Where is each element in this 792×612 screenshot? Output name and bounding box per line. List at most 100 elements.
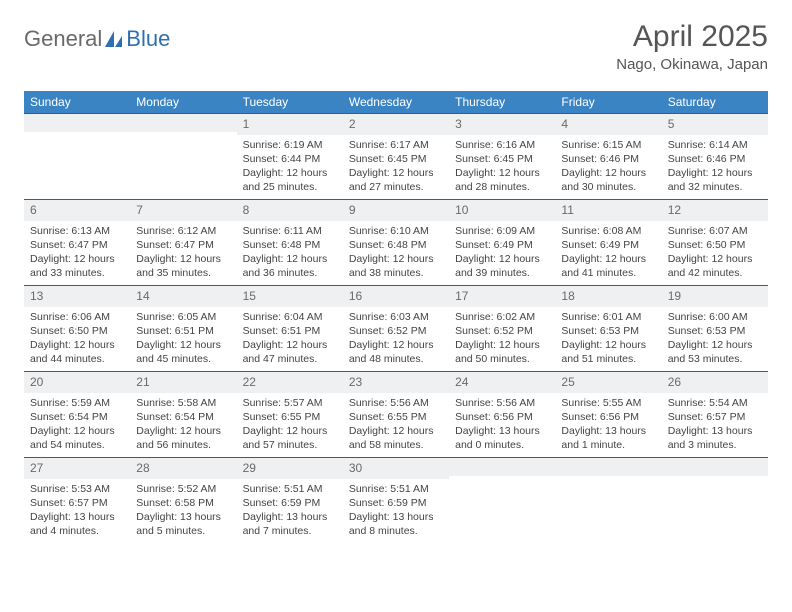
day-number [662,458,768,476]
day-number [449,458,555,476]
calendar-cell [555,458,661,544]
day-number: 6 [24,200,130,221]
day-number: 12 [662,200,768,221]
sunrise-text: Sunrise: 5:51 AM [349,482,443,496]
daylight-text: Daylight: 12 hours and 36 minutes. [243,252,337,280]
day-details: Sunrise: 5:51 AMSunset: 6:59 PMDaylight:… [237,479,343,543]
calendar-cell: 30Sunrise: 5:51 AMSunset: 6:59 PMDayligh… [343,458,449,544]
day-details: Sunrise: 6:08 AMSunset: 6:49 PMDaylight:… [555,221,661,285]
daylight-text: Daylight: 13 hours and 4 minutes. [30,510,124,538]
sunset-text: Sunset: 6:58 PM [136,496,230,510]
sunrise-text: Sunrise: 5:59 AM [30,396,124,410]
daylight-text: Daylight: 13 hours and 3 minutes. [668,424,762,452]
daylight-text: Daylight: 13 hours and 1 minute. [561,424,655,452]
daylight-text: Daylight: 12 hours and 39 minutes. [455,252,549,280]
calendar-cell: 1Sunrise: 6:19 AMSunset: 6:44 PMDaylight… [237,114,343,200]
day-details: Sunrise: 6:01 AMSunset: 6:53 PMDaylight:… [555,307,661,371]
sunset-text: Sunset: 6:48 PM [243,238,337,252]
day-number: 13 [24,286,130,307]
day-details: Sunrise: 6:12 AMSunset: 6:47 PMDaylight:… [130,221,236,285]
sunset-text: Sunset: 6:50 PM [30,324,124,338]
calendar-cell [449,458,555,544]
sunset-text: Sunset: 6:59 PM [243,496,337,510]
sunset-text: Sunset: 6:51 PM [136,324,230,338]
day-details: Sunrise: 6:02 AMSunset: 6:52 PMDaylight:… [449,307,555,371]
daylight-text: Daylight: 12 hours and 48 minutes. [349,338,443,366]
daylight-text: Daylight: 12 hours and 27 minutes. [349,166,443,194]
sunset-text: Sunset: 6:57 PM [668,410,762,424]
brand-text-general: General [24,26,102,52]
day-number: 1 [237,114,343,135]
day-details: Sunrise: 5:59 AMSunset: 6:54 PMDaylight:… [24,393,130,457]
sunset-text: Sunset: 6:59 PM [349,496,443,510]
sunrise-text: Sunrise: 6:17 AM [349,138,443,152]
sunrise-text: Sunrise: 6:13 AM [30,224,124,238]
daylight-text: Daylight: 12 hours and 53 minutes. [668,338,762,366]
sunrise-text: Sunrise: 6:11 AM [243,224,337,238]
calendar-cell [130,114,236,200]
calendar-cell [662,458,768,544]
day-number: 2 [343,114,449,135]
sunset-text: Sunset: 6:56 PM [561,410,655,424]
day-number: 27 [24,458,130,479]
day-number: 30 [343,458,449,479]
sunset-text: Sunset: 6:51 PM [243,324,337,338]
sunset-text: Sunset: 6:44 PM [243,152,337,166]
day-number: 20 [24,372,130,393]
sunrise-text: Sunrise: 6:08 AM [561,224,655,238]
sunset-text: Sunset: 6:54 PM [30,410,124,424]
sunrise-text: Sunrise: 6:00 AM [668,310,762,324]
day-number: 5 [662,114,768,135]
day-number [555,458,661,476]
sunrise-text: Sunrise: 5:58 AM [136,396,230,410]
calendar-cell: 12Sunrise: 6:07 AMSunset: 6:50 PMDayligh… [662,200,768,286]
sunset-text: Sunset: 6:46 PM [561,152,655,166]
calendar-cell: 8Sunrise: 6:11 AMSunset: 6:48 PMDaylight… [237,200,343,286]
calendar-cell [24,114,130,200]
sunrise-text: Sunrise: 6:16 AM [455,138,549,152]
calendar-cell: 13Sunrise: 6:06 AMSunset: 6:50 PMDayligh… [24,286,130,372]
header: General Blue April 2025 Nago, Okinawa, J… [24,20,768,73]
sunset-text: Sunset: 6:52 PM [349,324,443,338]
daylight-text: Daylight: 12 hours and 38 minutes. [349,252,443,280]
calendar-table: SundayMondayTuesdayWednesdayThursdayFrid… [24,91,768,544]
day-details: Sunrise: 6:10 AMSunset: 6:48 PMDaylight:… [343,221,449,285]
calendar-cell: 2 Sunrise: 6:17 AMSunset: 6:45 PMDaylight… [343,114,449,200]
day-details: Sunrise: 6:19 AMSunset: 6:44 PMDaylight:… [237,135,343,199]
calendar-cell: 25Sunrise: 5:55 AMSunset: 6:56 PMDayligh… [555,372,661,458]
day-details: Sunrise: 5:56 AMSunset: 6:56 PMDaylight:… [449,393,555,457]
day-details: Sunrise: 5:55 AMSunset: 6:56 PMDaylight:… [555,393,661,457]
calendar-cell: 19Sunrise: 6:00 AMSunset: 6:53 PMDayligh… [662,286,768,372]
daylight-text: Daylight: 12 hours and 32 minutes. [668,166,762,194]
weekday-header: Saturday [662,91,768,114]
calendar-cell: 23Sunrise: 5:56 AMSunset: 6:55 PMDayligh… [343,372,449,458]
sunset-text: Sunset: 6:47 PM [30,238,124,252]
day-details: Sunrise: 6:00 AMSunset: 6:53 PMDaylight:… [662,307,768,371]
weekday-header: Sunday [24,91,130,114]
daylight-text: Daylight: 12 hours and 30 minutes. [561,166,655,194]
sunrise-text: Sunrise: 6:03 AM [349,310,443,324]
daylight-text: Daylight: 13 hours and 7 minutes. [243,510,337,538]
calendar-body: 1Sunrise: 6:19 AMSunset: 6:44 PMDaylight… [24,114,768,544]
day-number: 7 [130,200,236,221]
brand-text-blue: Blue [126,26,170,52]
calendar-cell: 10Sunrise: 6:09 AMSunset: 6:49 PMDayligh… [449,200,555,286]
calendar-week-row: 13Sunrise: 6:06 AMSunset: 6:50 PMDayligh… [24,286,768,372]
day-details: Sunrise: 5:57 AMSunset: 6:55 PMDaylight:… [237,393,343,457]
sunset-text: Sunset: 6:45 PM [455,152,549,166]
day-number: 24 [449,372,555,393]
day-details: Sunrise: 6:15 AMSunset: 6:46 PMDaylight:… [555,135,661,199]
sunrise-text: Sunrise: 5:52 AM [136,482,230,496]
sunrise-text: Sunrise: 5:56 AM [349,396,443,410]
calendar-cell: 5Sunrise: 6:14 AMSunset: 6:46 PMDaylight… [662,114,768,200]
daylight-text: Daylight: 13 hours and 5 minutes. [136,510,230,538]
day-number [130,114,236,132]
sunset-text: Sunset: 6:45 PM [349,152,443,166]
day-details: Sunrise: 6:09 AMSunset: 6:49 PMDaylight:… [449,221,555,285]
day-number: 29 [237,458,343,479]
brand-logo: General Blue [24,20,170,52]
day-number: 18 [555,286,661,307]
daylight-text: Daylight: 12 hours and 51 minutes. [561,338,655,366]
day-details: Sunrise: 6:14 AMSunset: 6:46 PMDaylight:… [662,135,768,199]
calendar-cell: 17Sunrise: 6:02 AMSunset: 6:52 PMDayligh… [449,286,555,372]
